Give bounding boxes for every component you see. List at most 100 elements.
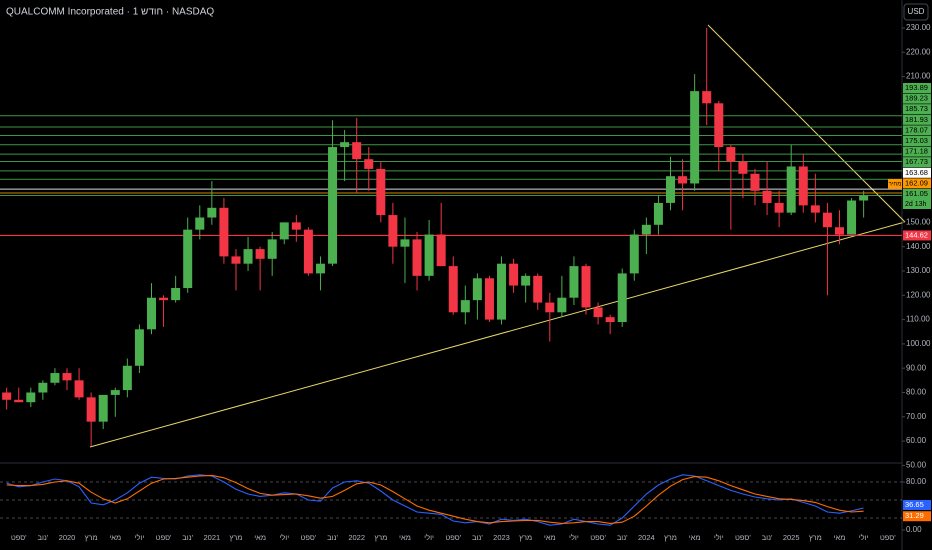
trendline-rising: [89, 221, 906, 448]
y-tick-label: 120.00: [906, 290, 931, 299]
candle-body: [38, 382, 48, 393]
candle-body: [653, 202, 663, 225]
price-tag-bg: [888, 179, 902, 189]
level-label: 178.07: [905, 125, 928, 134]
x-tick-label: מאי: [544, 533, 556, 542]
level-label: 167.73: [905, 157, 928, 166]
candle-body: [183, 229, 193, 288]
x-tick-label: 2023: [493, 533, 510, 542]
x-tick-label: נוב': [472, 533, 483, 542]
candle-body: [714, 103, 724, 148]
candle-body: [847, 200, 857, 235]
y-tick-label: 110.00: [906, 315, 930, 324]
candle-body: [352, 142, 362, 160]
candle-body: [834, 227, 844, 235]
x-tick-label: ספט': [880, 533, 896, 542]
level-label: 193.89: [905, 83, 928, 92]
candle-body: [545, 302, 555, 313]
currency[interactable]: USD: [908, 7, 925, 16]
x-tick-label: 2020: [59, 533, 76, 542]
support-label-bg: [903, 230, 931, 241]
candle-body: [666, 176, 675, 203]
candle-body: [726, 147, 736, 162]
level-label-bg: [903, 83, 931, 93]
level-label: 181.93: [905, 115, 928, 124]
y-tick-label: 50.00: [906, 461, 927, 470]
candle-body: [303, 229, 313, 274]
x-tick-label: 2024: [638, 533, 655, 542]
x-tick-label: יולי: [135, 533, 145, 542]
y-tick-label: 220.00: [906, 47, 931, 56]
y-tick-label: 140.00: [906, 242, 931, 251]
candle-body: [798, 166, 808, 206]
oscillator-line: [6, 474, 864, 526]
candle-body: [569, 266, 579, 298]
x-tick-label: מרץ: [809, 533, 822, 542]
x-tick-label: נוב': [327, 533, 338, 542]
level-label-bg: [903, 104, 931, 115]
x-tick-label: ספט': [590, 533, 606, 542]
candle-body: [497, 263, 507, 320]
x-tick-label: נוב': [762, 533, 773, 542]
candle-body: [424, 234, 434, 276]
level-label: 185.73: [905, 104, 928, 113]
candle-body: [581, 266, 591, 308]
candle-body: [533, 275, 543, 303]
candle-body: [376, 168, 386, 216]
candle-body: [762, 190, 772, 203]
candle-body: [738, 161, 748, 174]
oscillator-value-label: 31.29: [905, 511, 924, 520]
x-tick-label: מאי: [399, 533, 411, 542]
x-tick-label: נוב': [182, 533, 193, 542]
support-label: 144.62: [905, 230, 928, 239]
level-label-bg: [903, 125, 931, 136]
level-label-bg: [903, 178, 931, 189]
candle-body: [74, 380, 84, 398]
candle-body: [328, 147, 338, 264]
candle-body: [521, 275, 531, 286]
candle-body: [484, 278, 494, 320]
x-tick-label: יולי: [714, 533, 724, 542]
candle-body: [195, 217, 205, 230]
x-tick-label: יולי: [279, 533, 289, 542]
x-tick-label: מרץ: [374, 533, 387, 542]
x-tick-label: ספט': [301, 533, 317, 542]
y-tick-label: 70.00: [906, 412, 927, 421]
oscillator-label-bg: [903, 500, 931, 511]
x-tick-label: יולי: [424, 533, 434, 542]
candle-body: [774, 202, 784, 213]
candle-body: [400, 239, 410, 247]
x-tick-label: ספט': [445, 533, 461, 542]
candle-body: [509, 263, 519, 286]
y-tick-label: 230.00: [906, 23, 931, 32]
oscillator-tick-label: 0.00: [906, 525, 922, 534]
candle-body: [171, 287, 181, 301]
oscillator-value-label: 36.65: [905, 500, 924, 509]
countdown: 2d 13h: [905, 201, 927, 208]
level-label: 163.68: [905, 168, 928, 177]
candle-body: [472, 278, 482, 301]
y-tick-label: 60.00: [906, 436, 927, 445]
x-tick-label: מרץ: [519, 533, 532, 542]
candle-body: [50, 373, 60, 383]
x-tick-label: ספט': [156, 533, 172, 542]
candle-body: [702, 91, 712, 104]
candle-body: [122, 365, 132, 391]
candle-body: [146, 297, 156, 330]
level-label-bg: [903, 189, 931, 199]
y-tick-label: 80.00: [906, 388, 927, 397]
y-tick-label: 150.00: [906, 217, 931, 226]
candle-body: [207, 207, 217, 218]
x-tick-label: נוב': [37, 533, 48, 542]
candle-body: [159, 297, 169, 301]
candle-body: [14, 399, 24, 403]
x-tick-label: נוב': [617, 533, 628, 542]
level-label-bg: [903, 136, 931, 146]
x-tick-label: מרץ: [664, 533, 677, 542]
candle-body: [291, 222, 301, 230]
currency-button[interactable]: [903, 3, 929, 21]
candle-body: [315, 263, 325, 274]
level-label: 162.09: [905, 178, 928, 187]
x-tick-label: 2022: [348, 533, 365, 542]
